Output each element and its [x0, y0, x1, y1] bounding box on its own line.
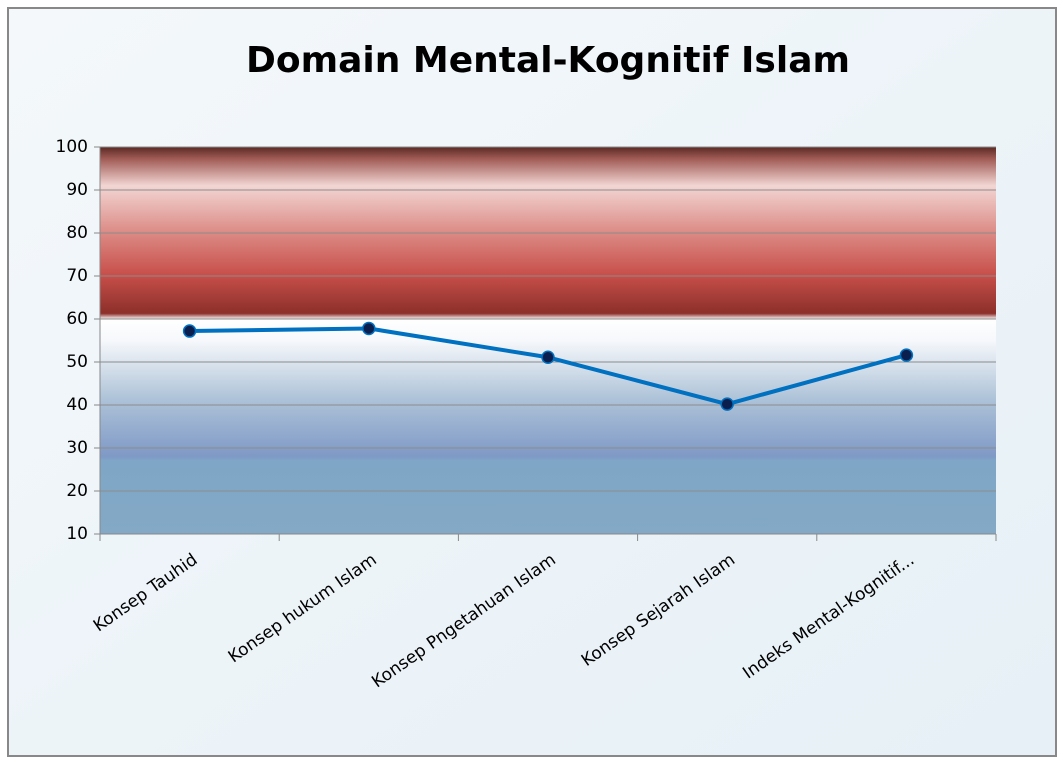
y-tick-label: 10 — [66, 524, 88, 544]
y-tick-label: 80 — [66, 223, 88, 243]
y-tick-label: 20 — [66, 481, 88, 501]
y-tick-label: 90 — [66, 180, 88, 200]
data-point — [362, 321, 376, 336]
y-tick-label: 100 — [56, 137, 88, 157]
data-point — [541, 350, 555, 365]
data-point — [899, 348, 914, 362]
chart-title: Domain Mental-Kognitif Islam — [246, 40, 850, 81]
y-tick-label: 70 — [66, 266, 88, 286]
y-tick-label: 40 — [66, 395, 88, 415]
y-tick-label: 30 — [66, 438, 88, 458]
y-tick-label: 50 — [66, 352, 88, 372]
data-point — [720, 397, 734, 411]
y-tick-label: 60 — [66, 309, 88, 329]
data-point — [182, 324, 197, 338]
plot-area — [100, 147, 996, 534]
